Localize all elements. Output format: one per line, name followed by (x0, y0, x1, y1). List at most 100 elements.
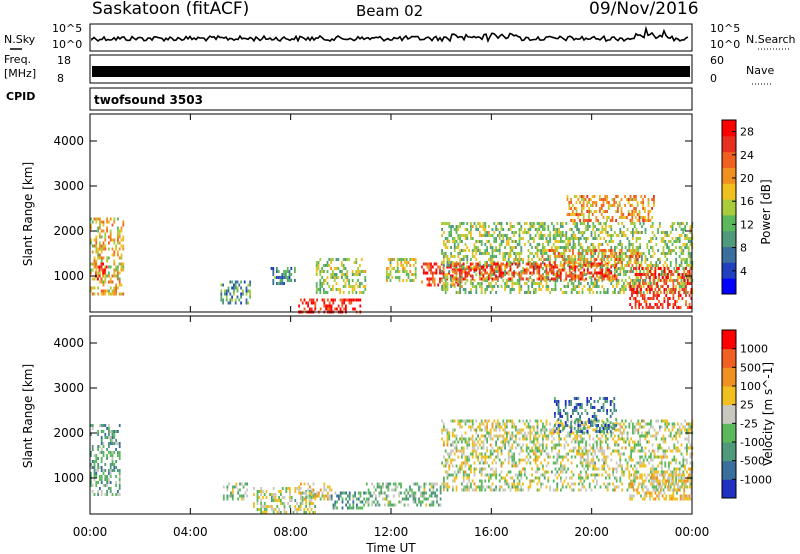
data-cell (111, 292, 114, 296)
data-cell (615, 274, 618, 278)
data-cell (452, 473, 454, 477)
data-cell (632, 243, 634, 246)
data-cell (570, 246, 573, 249)
data-cell (446, 240, 449, 243)
data-cell (585, 470, 587, 474)
data-cell (613, 204, 616, 207)
data-cell (316, 494, 318, 498)
data-cell (686, 282, 689, 285)
data-cell (660, 231, 663, 234)
data-cell (225, 298, 228, 302)
data-cell (480, 288, 483, 291)
data-cell (464, 455, 467, 459)
data-cell (504, 285, 506, 288)
data-cell (669, 225, 672, 228)
data-cell (400, 500, 402, 504)
data-cell (587, 455, 589, 459)
data-cell (477, 458, 479, 462)
data-cell (459, 425, 461, 429)
data-cell (339, 494, 342, 498)
data-cell (444, 288, 447, 291)
data-cell (479, 225, 481, 228)
data-cell (524, 458, 526, 462)
data-cell (524, 473, 526, 477)
data-cell (432, 488, 435, 492)
data-cell (271, 493, 273, 496)
data-cell (581, 252, 584, 255)
data-cell (450, 234, 452, 237)
data-cell (595, 219, 598, 222)
data-cell (687, 237, 690, 240)
data-cell (401, 497, 404, 501)
data-cell (323, 301, 326, 305)
data-cell (240, 295, 242, 299)
data-cell (651, 246, 654, 249)
data-cell (102, 244, 105, 248)
data-cell (285, 270, 287, 273)
data-cell (615, 277, 618, 281)
data-cell (601, 449, 604, 453)
data-cell (618, 252, 621, 255)
data-cell (615, 270, 618, 273)
data-cell (648, 440, 650, 444)
data-cell (433, 271, 436, 275)
data-cell (403, 491, 406, 495)
data-cell (659, 288, 661, 291)
data-cell (667, 267, 669, 270)
data-cell (615, 470, 618, 474)
data-cell (502, 419, 505, 423)
data-cell (506, 473, 508, 477)
data-cell (545, 428, 548, 432)
data-cell (599, 222, 602, 225)
data-cell (489, 243, 492, 246)
data-cell (545, 443, 548, 447)
data-cell (371, 500, 374, 504)
data-cell (509, 470, 512, 474)
data-cell (533, 237, 535, 240)
data-cell (314, 494, 317, 498)
data-cell (111, 238, 114, 242)
data-cell (592, 291, 595, 294)
data-cell (632, 270, 634, 273)
data-cell (615, 428, 618, 432)
data-cell (473, 446, 476, 450)
data-cell (312, 511, 315, 514)
data-cell (606, 234, 609, 237)
data-cell (632, 228, 634, 231)
data-cell (558, 228, 560, 231)
data-cell (491, 255, 494, 258)
data-cell (428, 494, 431, 498)
data-cell (115, 484, 117, 487)
data-cell (109, 439, 112, 442)
data-cell (498, 271, 501, 275)
data-cell (621, 246, 623, 249)
data-cell (573, 255, 576, 258)
data-cell (672, 285, 675, 288)
data-cell (604, 261, 607, 264)
data-cell (551, 288, 553, 291)
data-cell (511, 288, 514, 291)
data-cell (605, 225, 607, 228)
data-cell (272, 267, 275, 270)
data-cell (672, 273, 675, 276)
data-cell (504, 252, 506, 255)
data-cell (443, 443, 445, 447)
data-cell (627, 198, 630, 201)
data-cell (529, 225, 532, 228)
data-cell (563, 446, 566, 450)
data-cell (669, 261, 672, 264)
data-cell (323, 264, 325, 267)
data-cell (93, 259, 96, 263)
data-cell (310, 301, 313, 305)
data-cell (407, 273, 410, 276)
data-cell (641, 464, 643, 468)
data-cell (249, 295, 251, 299)
data-cell (334, 500, 337, 504)
data-cell (675, 258, 677, 261)
data-cell (682, 285, 685, 288)
data-cell (577, 258, 580, 261)
data-cell (461, 449, 463, 453)
data-cell (342, 285, 345, 288)
data-cell (679, 294, 682, 297)
data-cell (361, 500, 364, 504)
